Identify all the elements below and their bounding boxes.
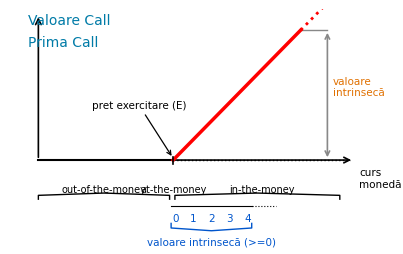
Text: out-of-the-money: out-of-the-money — [62, 184, 146, 194]
Text: 4: 4 — [244, 213, 251, 223]
Text: at-the-money: at-the-money — [140, 184, 206, 194]
Text: Prima Call: Prima Call — [28, 36, 98, 50]
Text: 3: 3 — [226, 213, 233, 223]
Text: pret exercitare (E): pret exercitare (E) — [91, 100, 186, 155]
Text: valoare
intrinsecă: valoare intrinsecă — [333, 76, 384, 98]
Text: 0: 0 — [172, 213, 179, 223]
Text: 1: 1 — [190, 213, 197, 223]
Text: curs
monedă: curs monedă — [359, 167, 402, 189]
Text: Valoare Call: Valoare Call — [28, 14, 110, 28]
Text: valoare intrinsecă (>=0): valoare intrinsecă (>=0) — [147, 236, 276, 246]
Text: 2: 2 — [208, 213, 215, 223]
Text: in-the-money: in-the-money — [229, 184, 294, 194]
